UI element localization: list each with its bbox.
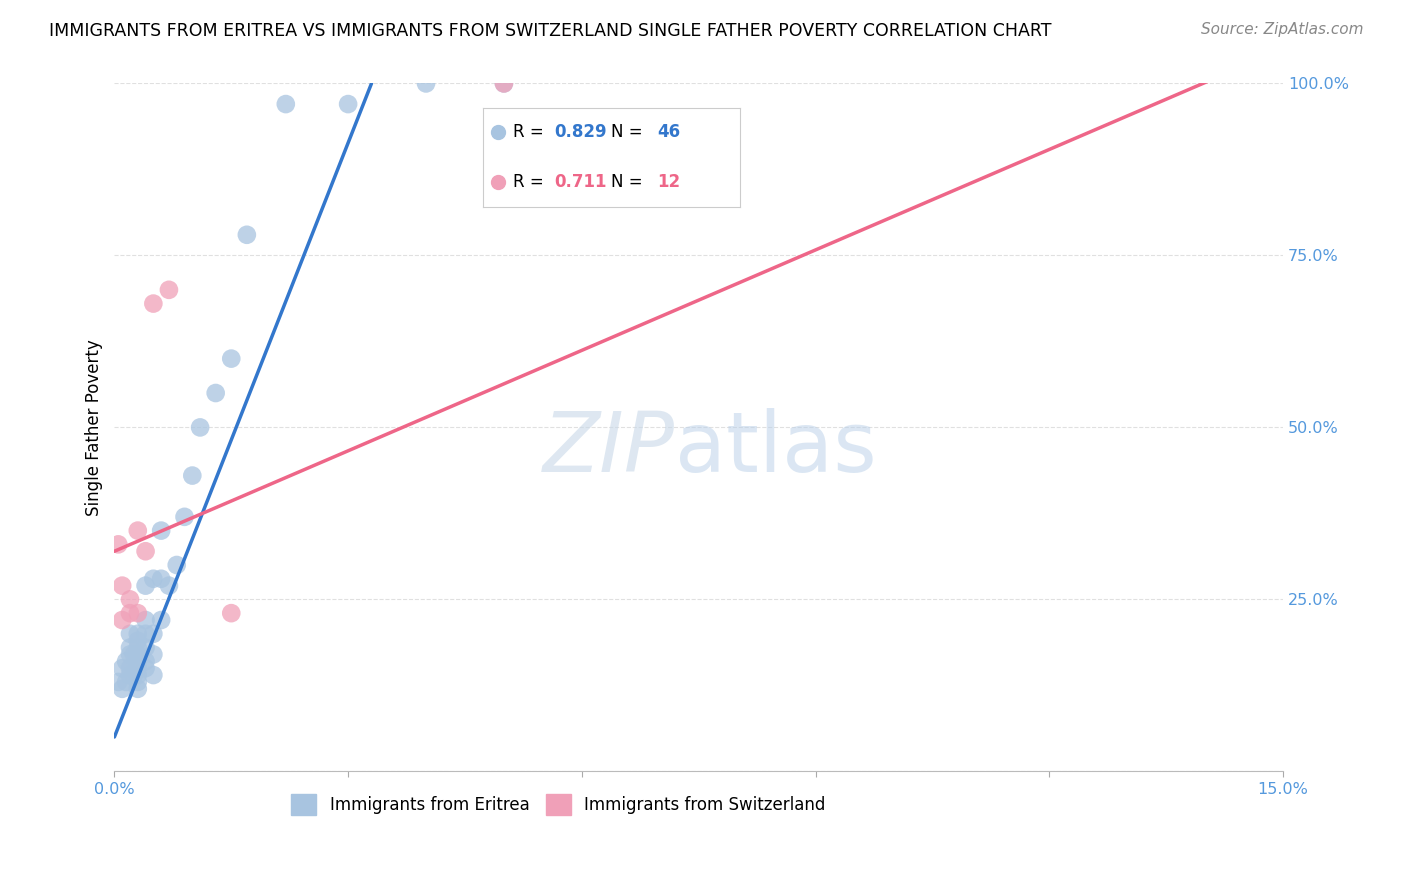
Point: [188, 420, 211, 434]
Point: [115, 675, 138, 690]
Point: [142, 627, 165, 641]
Point: [127, 640, 149, 655]
Point: [219, 606, 242, 620]
Point: [127, 524, 149, 538]
Point: [111, 681, 134, 696]
Point: [135, 654, 157, 668]
Point: [157, 283, 180, 297]
Point: [492, 77, 515, 91]
Point: [118, 668, 141, 682]
Point: [142, 296, 165, 310]
Point: [107, 537, 129, 551]
Text: atlas: atlas: [675, 408, 877, 489]
Text: IMMIGRANTS FROM ERITREA VS IMMIGRANTS FROM SWITZERLAND SINGLE FATHER POVERTY COR: IMMIGRANTS FROM ERITREA VS IMMIGRANTS FR…: [49, 22, 1052, 40]
Point: [127, 627, 149, 641]
Point: [118, 648, 141, 662]
Point: [127, 681, 149, 696]
Point: [111, 579, 134, 593]
Point: [135, 544, 157, 558]
Point: [122, 648, 145, 662]
Point: [115, 654, 138, 668]
Point: [118, 640, 141, 655]
Text: ZIP: ZIP: [543, 408, 675, 489]
Point: [111, 661, 134, 675]
Point: [181, 468, 204, 483]
Point: [135, 661, 157, 675]
Point: [118, 661, 141, 675]
Point: [111, 613, 134, 627]
Point: [135, 627, 157, 641]
Point: [127, 648, 149, 662]
Point: [150, 524, 173, 538]
Point: [173, 509, 195, 524]
Point: [127, 606, 149, 620]
Point: [274, 97, 297, 112]
Point: [142, 648, 165, 662]
Point: [118, 606, 141, 620]
Point: [127, 661, 149, 675]
Point: [135, 613, 157, 627]
Point: [127, 633, 149, 648]
Point: [135, 640, 157, 655]
Point: [135, 579, 157, 593]
Y-axis label: Single Father Poverty: Single Father Poverty: [86, 339, 103, 516]
Point: [127, 675, 149, 690]
Point: [415, 77, 437, 91]
Point: [157, 579, 180, 593]
Point: [118, 592, 141, 607]
Point: [127, 668, 149, 682]
Point: [127, 654, 149, 668]
Point: [150, 613, 173, 627]
Point: [142, 668, 165, 682]
Legend: Immigrants from Eritrea, Immigrants from Switzerland: Immigrants from Eritrea, Immigrants from…: [291, 794, 825, 814]
Point: [492, 77, 515, 91]
Point: [337, 97, 360, 112]
Point: [236, 227, 259, 242]
Point: [122, 668, 145, 682]
Text: Source: ZipAtlas.com: Source: ZipAtlas.com: [1201, 22, 1364, 37]
Point: [166, 558, 188, 572]
Point: [150, 572, 173, 586]
Point: [142, 572, 165, 586]
Point: [107, 675, 129, 690]
Point: [204, 386, 226, 401]
Point: [118, 627, 141, 641]
Point: [219, 351, 242, 366]
